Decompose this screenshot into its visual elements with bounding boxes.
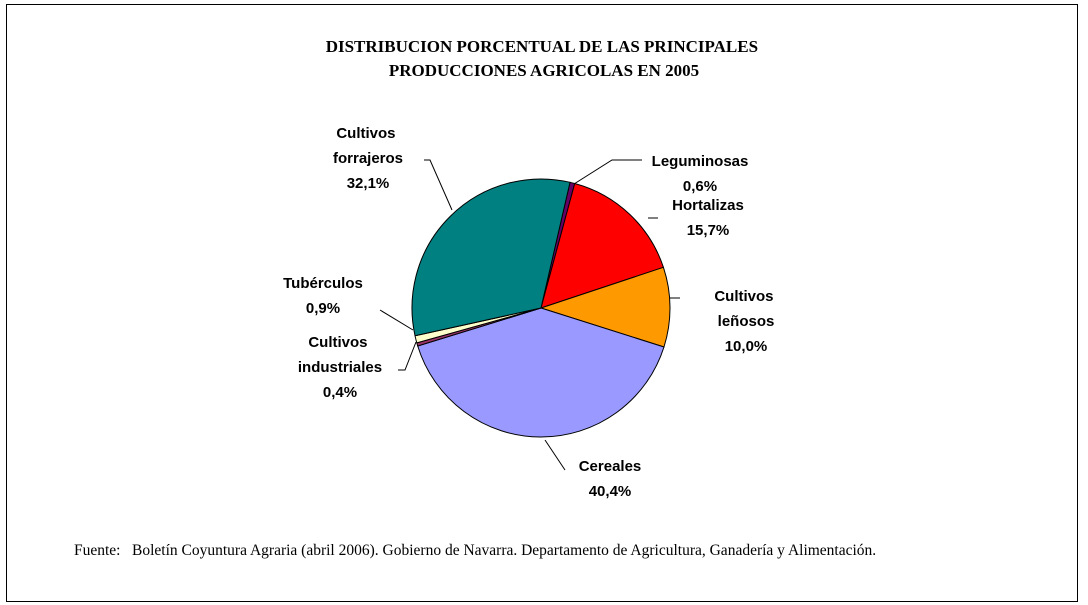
slice-value-label: 10,0% bbox=[725, 338, 768, 355]
slice-label: Hortalizas bbox=[672, 197, 744, 214]
chart-title: DISTRIBUCION PORCENTUAL DE LAS PRINCIPAL… bbox=[326, 37, 763, 80]
slice-label: Cultivos leñosos bbox=[714, 288, 777, 330]
leader-line bbox=[544, 439, 566, 471]
slice-value-label: 15,7% bbox=[687, 222, 730, 239]
source-text: Boletín Coyuntura Agraria (abril 2006). … bbox=[132, 542, 877, 559]
slice-label: Cultivos forrajeros bbox=[333, 125, 403, 167]
leader-line bbox=[379, 309, 414, 331]
slice-label: Cultivos industriales bbox=[298, 334, 382, 376]
leader-line bbox=[573, 159, 642, 185]
slice-value-label: 40,4% bbox=[589, 483, 632, 500]
slice-value-label: 0,4% bbox=[323, 384, 357, 401]
leader-line bbox=[398, 341, 417, 371]
slice-label: Tubérculos bbox=[283, 275, 363, 292]
source-note: Fuente: Boletín Coyuntura Agraria (abril… bbox=[74, 540, 1034, 562]
slice-value-label: 0,6% bbox=[683, 178, 717, 195]
slice-value-label: 32,1% bbox=[347, 175, 390, 192]
chart-frame bbox=[6, 4, 1078, 602]
pie-slice bbox=[417, 307, 665, 438]
leader-line bbox=[424, 159, 453, 211]
slice-label: Leguminosas bbox=[652, 153, 749, 170]
slice-label: Cereales bbox=[579, 458, 642, 475]
source-label: Fuente: bbox=[74, 542, 121, 559]
pie-slice bbox=[539, 266, 671, 348]
pie-slice bbox=[540, 182, 665, 309]
slice-value-label: 0,9% bbox=[306, 300, 340, 317]
pie-slice bbox=[411, 178, 571, 337]
